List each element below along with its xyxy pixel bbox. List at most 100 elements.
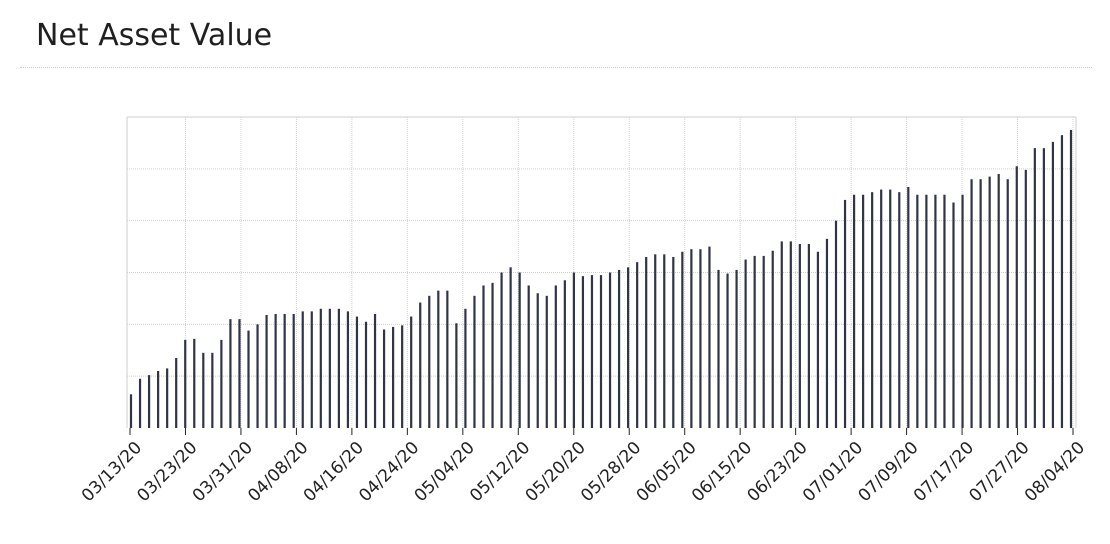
bar [997, 174, 1000, 428]
bar [852, 194, 856, 428]
bar [672, 256, 675, 428]
bar [1042, 148, 1045, 428]
bar [337, 308, 340, 428]
bar [256, 324, 259, 428]
x-tick-label: 07/01/20 [799, 438, 867, 506]
bar [636, 262, 639, 428]
bar [373, 313, 377, 428]
x-tick-label: 05/28/20 [577, 438, 645, 506]
x-tick-label: 07/09/20 [854, 438, 922, 506]
bar [952, 202, 955, 428]
bar [301, 311, 304, 428]
bar [681, 251, 684, 428]
bar [744, 259, 747, 428]
bar [834, 220, 838, 428]
bar [518, 272, 521, 428]
bar [988, 176, 991, 428]
x-tick-label: 04/16/20 [300, 438, 368, 506]
bar [943, 194, 946, 428]
panel-header: Net Asset Value [0, 0, 1110, 70]
bar [1051, 141, 1055, 428]
x-tick-label: 07/27/20 [965, 438, 1033, 506]
bar [843, 199, 847, 428]
bar [816, 251, 820, 428]
bar [645, 256, 648, 428]
bar [175, 358, 178, 428]
bar [717, 269, 720, 428]
bar [437, 290, 440, 428]
bar [898, 192, 901, 428]
x-tick-label: 08/04/20 [1021, 438, 1089, 506]
bar [708, 246, 711, 428]
bar [654, 254, 657, 428]
bar [880, 189, 883, 428]
bar [590, 275, 594, 428]
bar [292, 313, 295, 428]
bar [202, 352, 205, 428]
bar [726, 273, 729, 428]
bar [147, 375, 151, 428]
bar [138, 378, 142, 428]
bar [184, 339, 187, 428]
x-tick-label: 04/24/20 [355, 438, 423, 506]
bar [310, 311, 313, 428]
bar [536, 293, 539, 428]
bar [735, 269, 738, 428]
bar [129, 394, 133, 428]
bar [690, 249, 693, 428]
bar [1006, 179, 1009, 428]
bar [211, 352, 214, 428]
bar [527, 285, 530, 428]
bar [699, 249, 702, 428]
bar [871, 192, 874, 428]
x-tick-label: 03/31/20 [189, 438, 257, 506]
bar [229, 319, 232, 428]
bar [970, 179, 973, 428]
bar [627, 267, 630, 428]
bar [789, 241, 792, 428]
x-tick-label: 06/05/20 [633, 438, 701, 506]
bar [220, 339, 223, 428]
bar [193, 338, 196, 428]
bar [753, 255, 756, 428]
bar [319, 308, 322, 428]
bar [1069, 129, 1073, 429]
bar [1060, 135, 1064, 428]
x-tick-label: 06/15/20 [688, 438, 756, 506]
bar [762, 255, 765, 428]
bar [274, 313, 277, 428]
bar [554, 285, 557, 428]
bar [934, 194, 937, 428]
bar [608, 272, 612, 428]
bar [328, 308, 331, 428]
title-divider [20, 67, 1092, 68]
bar [509, 267, 512, 428]
x-tick-label: 03/23/20 [133, 438, 201, 506]
bar [491, 282, 494, 428]
x-axis-ticks: 03/13/2003/23/2003/31/2004/08/2004/16/20… [78, 428, 1089, 506]
bar [455, 323, 458, 428]
bar [916, 194, 919, 428]
bar [346, 311, 350, 428]
bar [780, 241, 783, 428]
bar [473, 295, 476, 428]
bar [862, 194, 865, 428]
bar [545, 295, 548, 428]
page-title: Net Asset Value [36, 18, 273, 53]
x-tick-label: 03/13/20 [78, 438, 146, 506]
bar [238, 319, 241, 428]
x-tick-label: 04/08/20 [244, 438, 312, 506]
bar [961, 194, 964, 428]
bar [247, 330, 250, 428]
bar [364, 321, 368, 428]
bar [265, 315, 268, 428]
bar [482, 285, 485, 428]
bar [166, 368, 169, 428]
bar [500, 272, 503, 428]
bar [771, 250, 774, 428]
bar [157, 370, 160, 428]
bar [1033, 148, 1036, 428]
bar [663, 254, 666, 428]
bar [355, 316, 359, 428]
x-tick-label: 05/20/20 [522, 438, 590, 506]
